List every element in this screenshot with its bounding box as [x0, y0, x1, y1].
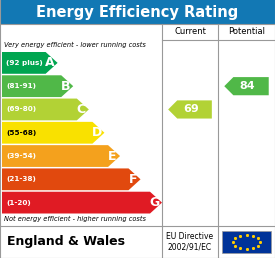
- Text: Potential: Potential: [228, 28, 265, 36]
- Text: 69: 69: [183, 104, 199, 115]
- Text: B: B: [61, 80, 70, 93]
- Text: F: F: [128, 173, 137, 186]
- Text: (39-54): (39-54): [6, 153, 36, 159]
- Text: D: D: [92, 126, 102, 139]
- Text: (92 plus): (92 plus): [6, 60, 43, 66]
- Text: Not energy efficient - higher running costs: Not energy efficient - higher running co…: [4, 216, 146, 222]
- Polygon shape: [2, 99, 89, 120]
- Polygon shape: [224, 77, 269, 95]
- Text: Energy Efficiency Rating: Energy Efficiency Rating: [36, 4, 239, 20]
- Text: Very energy efficient - lower running costs: Very energy efficient - lower running co…: [4, 42, 146, 48]
- Text: Current: Current: [174, 28, 206, 36]
- Bar: [222, 231, 271, 253]
- Polygon shape: [2, 192, 162, 214]
- Text: (69-80): (69-80): [6, 107, 36, 112]
- Text: (55-68): (55-68): [6, 130, 36, 136]
- Polygon shape: [2, 145, 120, 167]
- Text: (1-20): (1-20): [6, 200, 31, 206]
- Text: (21-38): (21-38): [6, 176, 36, 182]
- Text: 84: 84: [240, 81, 255, 91]
- Text: A: A: [45, 57, 55, 69]
- Polygon shape: [2, 168, 141, 190]
- Polygon shape: [168, 100, 212, 118]
- Text: (81-91): (81-91): [6, 83, 36, 89]
- Text: G: G: [149, 196, 159, 209]
- Text: EU Directive
2002/91/EC: EU Directive 2002/91/EC: [166, 232, 214, 252]
- Text: E: E: [108, 150, 117, 163]
- Text: England & Wales: England & Wales: [7, 236, 125, 248]
- Bar: [0, 0, 275, 24]
- Text: C: C: [76, 103, 86, 116]
- Polygon shape: [2, 52, 57, 74]
- Polygon shape: [2, 75, 73, 97]
- Polygon shape: [2, 122, 104, 144]
